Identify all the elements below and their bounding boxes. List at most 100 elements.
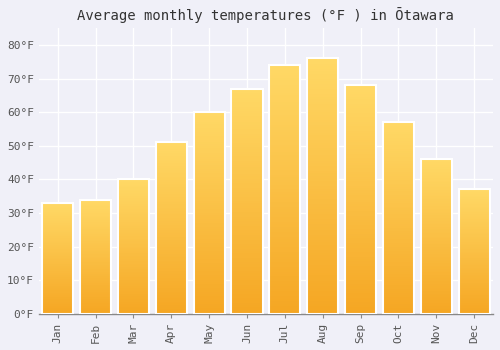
Bar [345,266,376,268]
Bar [458,193,490,195]
Bar [421,162,452,164]
Bar [345,183,376,186]
Bar [80,304,111,306]
Bar [42,204,74,205]
Bar [307,252,338,255]
Bar [383,270,414,272]
Bar [345,140,376,142]
Bar [345,163,376,165]
Bar [270,292,300,294]
Bar [42,222,74,223]
Bar [458,293,490,294]
Bar [270,264,300,267]
Bar [194,211,224,213]
Bar [421,278,452,280]
Bar [232,269,262,271]
Bar [458,245,490,247]
Bar [345,115,376,117]
Bar [194,288,224,289]
Bar [232,222,262,224]
Bar [194,284,224,286]
Bar [270,296,300,299]
Bar [383,138,414,140]
Bar [194,251,224,253]
Bar [194,259,224,261]
Bar [156,259,187,261]
Bar [421,172,452,173]
Bar [194,267,224,270]
Bar [383,283,414,285]
Bar [345,243,376,245]
Bar [80,277,111,278]
Bar [270,232,300,234]
Bar [118,243,149,244]
Bar [345,133,376,135]
Bar [270,299,300,301]
Bar [80,233,111,234]
Bar [118,257,149,259]
Bar [270,90,300,92]
Bar [42,237,74,238]
Bar [80,287,111,289]
Bar [307,74,338,76]
Bar [42,278,74,279]
Bar [458,308,490,309]
Bar [383,310,414,312]
Bar [80,260,111,261]
Bar [118,304,149,306]
Bar [42,206,74,207]
Bar [118,229,149,230]
Bar [345,193,376,195]
Bar [345,102,376,104]
Bar [270,182,300,184]
Bar [232,170,262,172]
Bar [232,280,262,282]
Bar [421,187,452,189]
Bar [42,307,74,308]
Bar [118,244,149,245]
Bar [80,221,111,222]
Bar [270,110,300,112]
Bar [156,300,187,302]
Bar [345,291,376,293]
Bar [458,227,490,228]
Bar [307,230,338,232]
Bar [458,280,490,281]
Bar [232,260,262,262]
Bar [345,90,376,92]
Bar [156,187,187,189]
Bar [307,122,338,125]
Bar [156,267,187,269]
Bar [156,183,187,185]
Bar [458,254,490,256]
Bar [270,80,300,83]
Bar [156,161,187,163]
Bar [307,138,338,140]
Bar [383,266,414,268]
Bar [194,219,224,221]
Bar [383,247,414,248]
Bar [194,253,224,255]
Bar [383,201,414,203]
Bar [118,289,149,291]
Bar [232,118,262,120]
Bar [383,186,414,187]
Bar [118,263,149,264]
Bar [80,303,111,304]
Bar [421,233,452,235]
Bar [80,213,111,215]
Bar [42,313,74,314]
Bar [458,220,490,222]
Bar [345,92,376,94]
Bar [345,145,376,147]
Bar [118,253,149,255]
Bar [270,180,300,182]
Bar [307,71,338,74]
Bar [194,215,224,217]
Bar [458,263,490,264]
Bar [80,284,111,285]
Bar [118,248,149,249]
Bar [458,273,490,274]
Bar [118,201,149,202]
Bar [194,181,224,183]
